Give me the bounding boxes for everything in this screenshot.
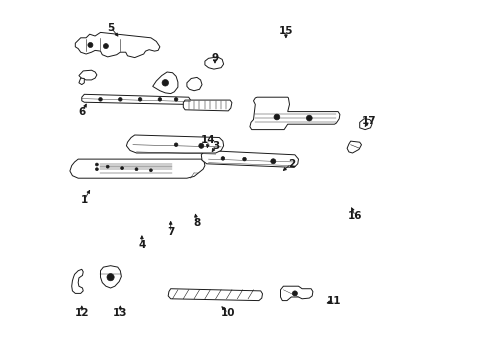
Polygon shape <box>79 78 84 85</box>
Polygon shape <box>346 141 361 153</box>
Text: 1: 1 <box>81 195 88 205</box>
Circle shape <box>106 165 109 168</box>
Circle shape <box>242 157 246 161</box>
Circle shape <box>199 143 203 148</box>
Circle shape <box>103 44 108 49</box>
Text: 6: 6 <box>79 107 86 117</box>
Polygon shape <box>201 150 298 167</box>
Polygon shape <box>126 135 223 153</box>
Circle shape <box>273 114 279 120</box>
Polygon shape <box>249 97 339 130</box>
Text: 2: 2 <box>287 159 294 169</box>
Circle shape <box>221 157 224 160</box>
Text: 9: 9 <box>211 53 218 63</box>
Circle shape <box>99 98 102 101</box>
Circle shape <box>118 98 122 101</box>
Polygon shape <box>204 57 223 69</box>
Circle shape <box>149 169 152 172</box>
Polygon shape <box>359 119 371 130</box>
Circle shape <box>158 98 162 101</box>
Circle shape <box>292 291 297 296</box>
Polygon shape <box>152 72 178 94</box>
Circle shape <box>95 168 98 171</box>
Polygon shape <box>72 269 83 293</box>
Circle shape <box>270 159 275 164</box>
Polygon shape <box>280 286 312 301</box>
Circle shape <box>138 98 142 101</box>
Circle shape <box>121 167 123 170</box>
Polygon shape <box>183 100 231 111</box>
Polygon shape <box>101 266 121 288</box>
Text: 17: 17 <box>361 116 375 126</box>
Polygon shape <box>75 32 160 58</box>
Text: 13: 13 <box>113 308 127 318</box>
Polygon shape <box>79 70 97 80</box>
Circle shape <box>107 274 114 281</box>
Text: 5: 5 <box>107 23 115 33</box>
Text: 3: 3 <box>212 141 219 151</box>
Circle shape <box>88 42 93 48</box>
Text: 8: 8 <box>193 218 200 228</box>
Text: 16: 16 <box>347 211 362 221</box>
Text: 14: 14 <box>201 135 215 145</box>
Text: 15: 15 <box>278 26 292 36</box>
Polygon shape <box>168 289 262 301</box>
Polygon shape <box>81 94 190 104</box>
Circle shape <box>95 163 98 166</box>
Circle shape <box>306 115 311 121</box>
Text: 12: 12 <box>74 308 89 318</box>
Text: 4: 4 <box>138 240 145 250</box>
Circle shape <box>135 168 138 171</box>
Polygon shape <box>70 159 204 178</box>
Text: 10: 10 <box>221 308 235 318</box>
Text: 7: 7 <box>167 227 174 237</box>
Circle shape <box>162 80 168 86</box>
Text: 11: 11 <box>326 296 341 306</box>
Circle shape <box>174 143 178 147</box>
Polygon shape <box>186 77 202 91</box>
Circle shape <box>174 98 178 101</box>
